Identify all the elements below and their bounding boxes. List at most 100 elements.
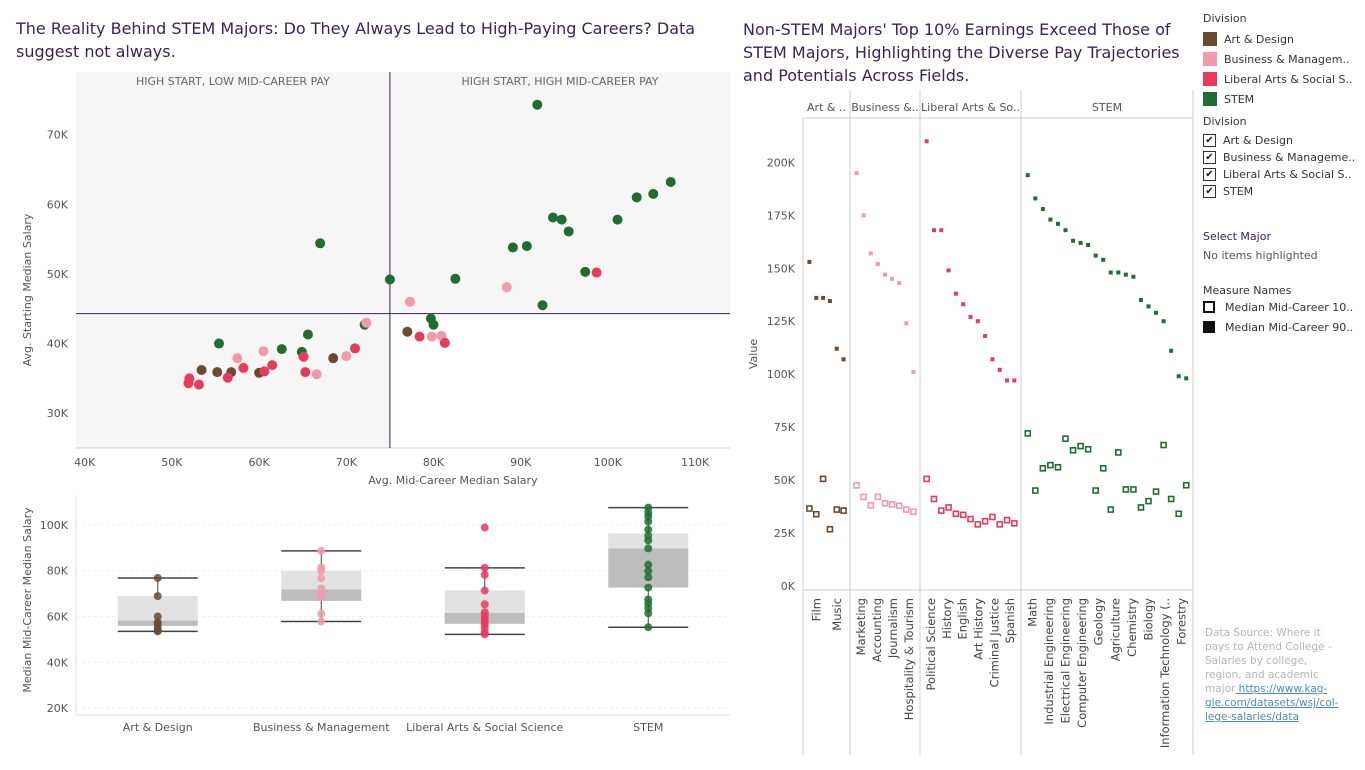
box-point-liberal-arts-social-science bbox=[480, 523, 489, 532]
checkmark-icon[interactable]: ✔ bbox=[1203, 168, 1216, 181]
filter-checkbox-business[interactable]: ✔ Business & Manageme.. bbox=[1203, 149, 1363, 166]
p90-mark-business-management bbox=[875, 262, 880, 267]
p10-mark-liberal-arts-social-science bbox=[981, 517, 989, 525]
checkmark-icon[interactable]: ✔ bbox=[1203, 151, 1216, 164]
p10-mark-liberal-arts-social-science bbox=[989, 513, 996, 521]
select-major-value[interactable]: No items highlighted bbox=[1203, 249, 1318, 262]
p90-mark-liberal-arts-social-science bbox=[1012, 378, 1017, 383]
scatter-point-stem bbox=[507, 242, 518, 253]
x-tick-label: 40K bbox=[74, 456, 96, 469]
y-tick-label: 50K bbox=[47, 268, 69, 281]
measure-item-p90[interactable]: Median Mid-Career 90.. bbox=[1203, 317, 1363, 337]
p10-mark-stem bbox=[1054, 463, 1062, 471]
p90-mark-liberal-arts-social-science bbox=[953, 291, 958, 296]
y-axis-title: Median Mid-Career Median Salary bbox=[21, 507, 34, 693]
box-point-business-management bbox=[317, 593, 326, 602]
scatter-point-stem bbox=[315, 238, 326, 249]
legend-item-stem[interactable]: STEM bbox=[1203, 89, 1363, 109]
x-axis-title: Avg. Mid-Career Median Salary bbox=[368, 474, 538, 487]
p90-mark-stem bbox=[1071, 238, 1076, 243]
scatter-point-stem bbox=[214, 338, 225, 349]
p10-mark-liberal-arts-social-science bbox=[974, 521, 982, 528]
p90-mark-art-design bbox=[827, 299, 832, 304]
x-tick-label: Geology bbox=[1092, 598, 1106, 646]
p10-mark-stem bbox=[1032, 487, 1039, 494]
filter-checkbox-stem[interactable]: ✔ STEM bbox=[1203, 183, 1363, 200]
scatter-point-stem bbox=[665, 177, 676, 188]
scatter-point-stem bbox=[648, 188, 659, 199]
scatter-point-liberal-arts-social-science bbox=[300, 367, 311, 378]
legend-label: Liberal Arts & Social S.. bbox=[1224, 72, 1353, 86]
scatter-point-liberal-arts-social-science bbox=[350, 343, 361, 354]
x-tick-label: Film bbox=[809, 598, 823, 621]
x-tick-label: English bbox=[956, 598, 970, 640]
box-point-business-management bbox=[317, 546, 326, 555]
p90-mark-business-management bbox=[890, 276, 895, 281]
p10-mark-business-management bbox=[860, 493, 867, 501]
p90-mark-liberal-arts-social-science bbox=[961, 302, 966, 307]
p10-mark-stem bbox=[1092, 487, 1099, 494]
x-tick-label: Biology bbox=[1142, 598, 1156, 641]
scatter-point-liberal-arts-social-science bbox=[414, 331, 425, 342]
scatter-point-stem bbox=[428, 319, 439, 330]
filter-checkbox-liberal-arts[interactable]: ✔ Liberal Arts & Social S.. bbox=[1203, 166, 1363, 183]
y-tick-label: 50K bbox=[774, 474, 796, 487]
p90-mark-stem bbox=[1169, 348, 1174, 353]
p10-mark-art-design bbox=[833, 506, 841, 513]
y-tick-label: 200K bbox=[767, 156, 796, 169]
scatter-point-liberal-arts-social-science bbox=[259, 366, 270, 377]
p90-mark-art-design bbox=[834, 346, 839, 351]
checkmark-icon[interactable]: ✔ bbox=[1203, 185, 1216, 198]
measure-item-p10[interactable]: Median Mid-Career 10.. bbox=[1203, 297, 1363, 317]
filter-label: Art & Design bbox=[1223, 134, 1293, 147]
select-major-title: Select Major bbox=[1203, 230, 1271, 243]
p90-mark-stem bbox=[1086, 242, 1091, 247]
y-tick-label: 40K bbox=[47, 656, 69, 669]
legend-label: STEM bbox=[1224, 92, 1255, 106]
scatter-point-stem bbox=[302, 329, 313, 340]
p90-mark-business-management bbox=[911, 369, 916, 374]
box-point-stem bbox=[644, 573, 653, 582]
data-source-note: Data Source: Where it pays to Attend Col… bbox=[1205, 626, 1345, 724]
p10-mark-stem bbox=[1137, 504, 1145, 511]
filter-label: Liberal Arts & Social S.. bbox=[1223, 168, 1352, 181]
checkmark-icon[interactable]: ✔ bbox=[1203, 134, 1216, 147]
p90-mark-stem bbox=[1184, 376, 1189, 381]
legend-item-art-design[interactable]: Art & Design bbox=[1203, 29, 1363, 49]
category-label: Art & Design bbox=[123, 721, 193, 734]
division-box-plot: 20K 40K 60K 80K 100K Median Mid-Career Median… bbox=[21, 495, 730, 734]
p10-mark-stem bbox=[1160, 441, 1167, 449]
scatter-point-business-management bbox=[404, 296, 415, 307]
y-tick-label: 70K bbox=[47, 129, 69, 142]
p90-mark-liberal-arts-social-science bbox=[939, 228, 944, 233]
x-tick-label: Journalism bbox=[886, 598, 900, 659]
scatter-point-stem bbox=[547, 212, 558, 223]
p90-mark-art-design bbox=[807, 259, 812, 264]
legend-item-liberal-arts[interactable]: Liberal Arts & Social S.. bbox=[1203, 69, 1363, 89]
p10-mark-stem bbox=[1069, 447, 1077, 454]
p90-mark-stem bbox=[1040, 207, 1045, 212]
p10-mark-stem bbox=[1130, 486, 1137, 493]
measure-names-title: Measure Names bbox=[1203, 284, 1292, 297]
box-point-art-design bbox=[153, 612, 162, 621]
p90-mark-business-management bbox=[868, 251, 873, 256]
scatter-point-business-management bbox=[232, 353, 243, 364]
x-tick-label: Accounting bbox=[870, 598, 884, 662]
legend-item-business[interactable]: Business & Managem.. bbox=[1203, 49, 1363, 69]
p10-mark-stem bbox=[1175, 510, 1182, 518]
x-tick-label: Political Science bbox=[924, 598, 938, 690]
y-tick-label: 20K bbox=[47, 702, 69, 715]
p90-mark-business-management bbox=[883, 272, 887, 277]
category-label: Liberal Arts & Social Science bbox=[406, 721, 563, 734]
p10-mark-art-design bbox=[806, 505, 813, 512]
x-tick-label: Industrial Engineering bbox=[1042, 598, 1056, 725]
box-point-stem bbox=[644, 560, 653, 569]
p10-mark-business-management bbox=[910, 508, 917, 515]
source-link[interactable]: https://www.kag-gle.com/datasets/wsj/col… bbox=[1205, 683, 1339, 723]
p10-mark-business-management bbox=[874, 493, 882, 501]
color-swatch bbox=[1203, 72, 1217, 86]
p10-mark-liberal-arts-social-science bbox=[937, 507, 945, 514]
scatter-point-stem bbox=[537, 300, 548, 311]
filter-checkbox-art-design[interactable]: ✔ Art & Design bbox=[1203, 132, 1363, 149]
box-point-art-design bbox=[153, 592, 162, 601]
